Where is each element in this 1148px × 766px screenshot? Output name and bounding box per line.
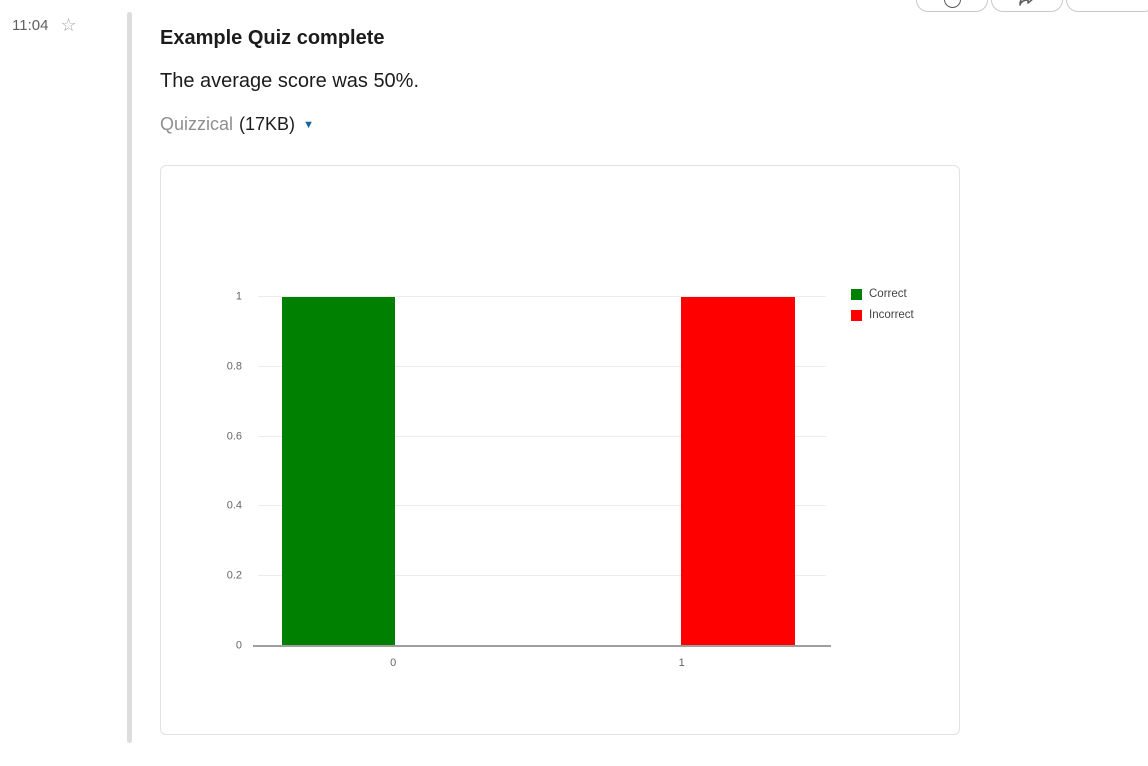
y-tick-label: 0 [235,639,242,652]
y-tick-label: 0.8 [226,360,242,373]
chart-y-axis: 0 0.2 0.4 0.6 0.8 1 [161,291,250,651]
x-tick-label: 0 [390,657,397,669]
y-tick-label: 0.6 [226,430,242,443]
emoji-reaction-icon [943,0,961,8]
legend-label: Correct [869,288,907,300]
message-meta: 11:04 ☆ [12,16,77,34]
attachment-title: Example Quiz complete [160,27,385,49]
share-message-button[interactable] [991,0,1063,12]
message-content: Example Quiz complete The average score … [160,24,980,135]
attachment-accent-bar [127,12,132,743]
y-tick-label: 0.4 [226,499,242,512]
attachment-text: The average score was 50%. [160,70,420,92]
bar-incorrect [681,297,795,646]
y-tick-label: 0.2 [226,569,242,582]
more-actions-button[interactable] [1066,0,1148,12]
legend-item: Incorrect [851,309,914,321]
message-timestamp[interactable]: 11:04 [12,16,49,34]
y-gridline [258,296,826,297]
x-tick-label: 1 [678,657,685,669]
chevron-down-icon[interactable]: ▼ [303,118,314,131]
file-name-link[interactable]: Quizzical [160,114,234,134]
file-attachment-row: Quizzical (17KB) ▼ [160,114,980,135]
legend-label: Incorrect [869,309,914,321]
bar-correct [281,297,396,646]
y-gridline [258,505,826,507]
star-outline-icon[interactable]: ☆ [60,15,77,35]
y-tick-label: 1 [235,290,242,303]
legend-swatch [851,309,862,321]
y-gridline [258,575,826,577]
share-message-icon [1019,0,1033,6]
chart-plot-area [253,296,831,647]
message-actions-toolbar [916,0,1148,12]
y-gridline [258,435,826,437]
emoji-reaction-button[interactable] [916,0,988,12]
legend-swatch [851,288,862,300]
file-size-label: (17KB) [239,114,296,134]
chart-legend: Correct Incorrect [851,288,914,330]
y-gridline [258,365,826,367]
x-axis-line [253,645,831,647]
legend-item: Correct [851,288,914,300]
